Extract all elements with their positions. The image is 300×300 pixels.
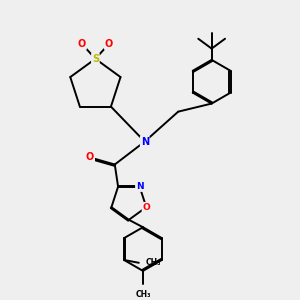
Text: CH₃: CH₃ bbox=[145, 258, 161, 267]
Text: CH₃: CH₃ bbox=[135, 290, 151, 298]
Text: N: N bbox=[141, 136, 149, 147]
Text: O: O bbox=[86, 152, 94, 163]
Text: O: O bbox=[78, 39, 86, 49]
Text: O: O bbox=[142, 203, 150, 212]
Text: S: S bbox=[92, 54, 99, 64]
Text: O: O bbox=[105, 39, 113, 49]
Text: N: N bbox=[136, 182, 143, 191]
